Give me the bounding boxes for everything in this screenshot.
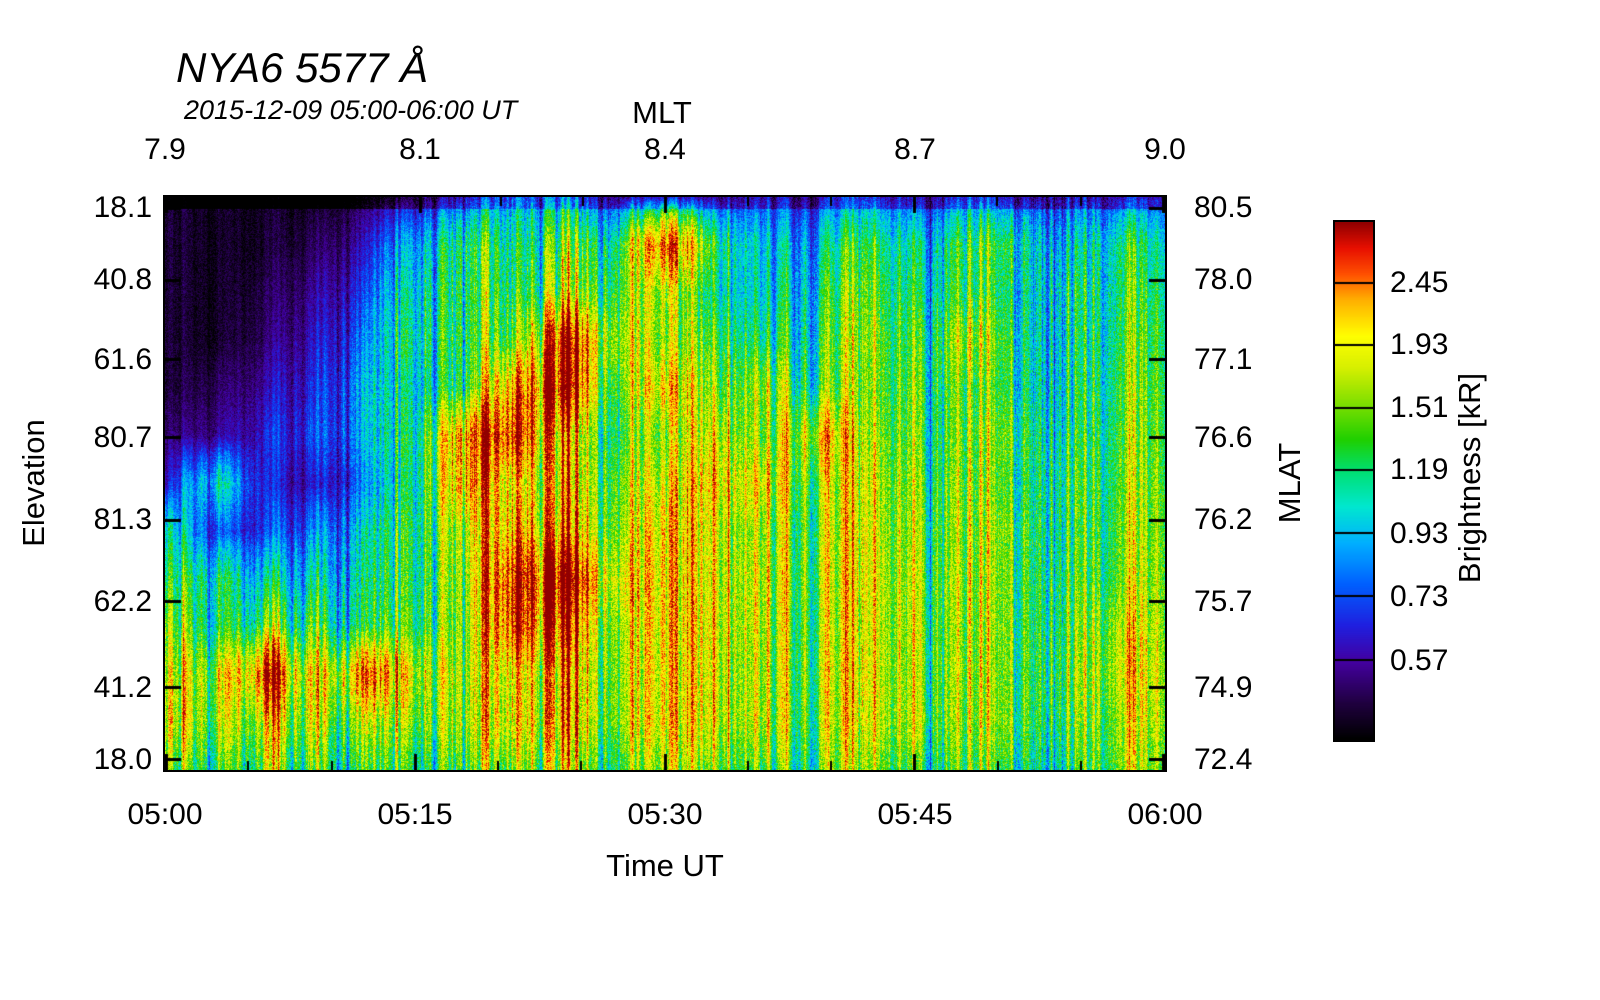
plot-subtitle: 2015-12-09 05:00-06:00 UT [184, 95, 518, 125]
keogram-heatmap-canvas [165, 197, 1165, 770]
right-tick-label: 76.2 [1194, 503, 1253, 537]
right-tick-label: 74.9 [1194, 671, 1253, 705]
bottom-tick-label: 05:15 [377, 798, 453, 831]
bottom-tick-label: 05:30 [627, 798, 703, 831]
left-tick-label: 18.0 [93, 742, 152, 776]
top-tick-label: 8.7 [894, 133, 936, 166]
top-tick-label: 8.4 [644, 133, 686, 166]
bottom-tick-label: 05:00 [127, 798, 203, 831]
left-tick-label: 41.2 [93, 671, 152, 705]
left-tick-label: 80.7 [93, 420, 152, 454]
colorbar-tick-label: 0.73 [1390, 579, 1449, 613]
right-tick-label: 75.7 [1194, 585, 1253, 619]
bottom-axis-title: Time UT [606, 848, 724, 883]
colorbar-tick-label: 1.19 [1390, 453, 1449, 487]
top-axis-title: MLT [632, 95, 692, 130]
plot-frame [163, 195, 1167, 772]
left-axis-title: Elevation [16, 419, 51, 547]
plot-title: NYA6 5577 Å [176, 44, 429, 91]
colorbar-frame [1333, 220, 1375, 742]
right-tick-label: 77.1 [1194, 342, 1253, 376]
left-tick-label: 62.2 [93, 585, 152, 619]
top-tick-label: 7.9 [144, 133, 186, 166]
colorbar-tick-label: 0.93 [1390, 517, 1449, 550]
colorbar-title: Brightness [kR] [1452, 372, 1487, 584]
right-tick-label: 78.0 [1194, 263, 1253, 297]
colorbar-canvas [1335, 222, 1373, 740]
top-tick-label: 8.1 [399, 133, 441, 166]
left-tick-label: 61.6 [93, 342, 152, 376]
right-tick-label: 80.5 [1194, 190, 1253, 224]
top-tick-label: 9.0 [1144, 133, 1186, 166]
bottom-tick-label: 05:45 [877, 798, 953, 831]
colorbar-tick-label: 1.51 [1390, 391, 1449, 425]
right-tick-label: 76.6 [1194, 420, 1253, 454]
left-tick-label: 40.8 [93, 263, 152, 297]
left-tick-label: 18.1 [93, 190, 152, 224]
bottom-tick-label: 06:00 [1127, 798, 1203, 831]
colorbar-tick-label: 2.45 [1390, 265, 1449, 299]
colorbar-tick-label: 0.57 [1390, 643, 1449, 677]
right-axis-title: MLAT [1272, 442, 1307, 524]
right-tick-label: 72.4 [1194, 742, 1253, 776]
colorbar-tick-label: 1.93 [1390, 327, 1449, 361]
left-tick-label: 81.3 [93, 503, 152, 537]
